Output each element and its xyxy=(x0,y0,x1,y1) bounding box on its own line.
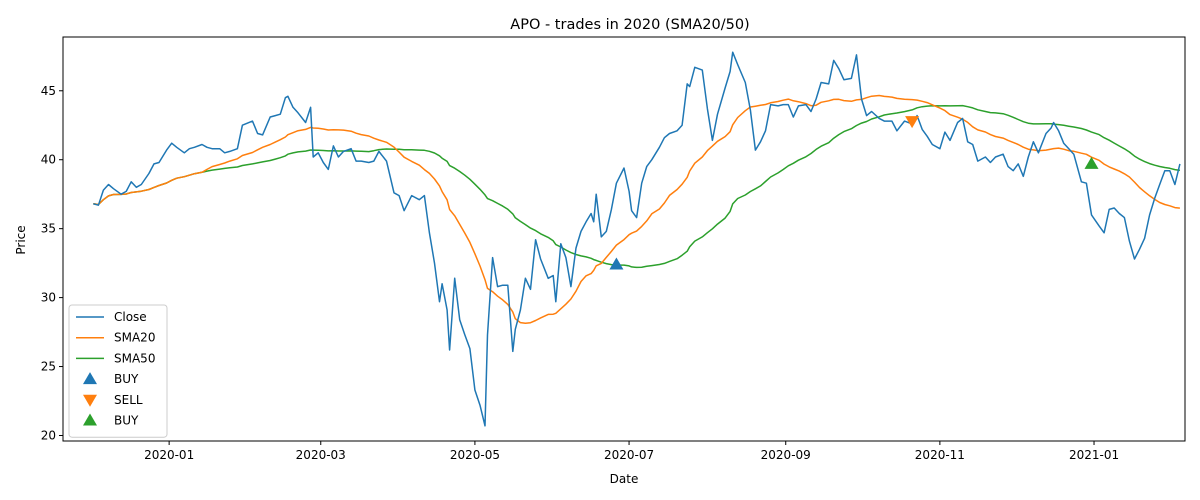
legend-swatch xyxy=(83,413,97,426)
buy-marker xyxy=(1084,156,1099,169)
x-tick-label: 2020-11 xyxy=(915,448,965,462)
series-sma20-line xyxy=(93,94,1180,325)
legend-label: SELL xyxy=(114,393,143,407)
legend-label: SMA50 xyxy=(114,351,155,365)
series-sma50-line xyxy=(93,104,1181,269)
plot-area xyxy=(93,51,1181,427)
legend-label: SMA20 xyxy=(114,331,155,345)
y-tick-label: 35 xyxy=(41,222,56,236)
legend-label: BUY xyxy=(114,414,139,428)
x-axis-label: Date xyxy=(610,472,639,486)
series-close-line xyxy=(93,51,1181,427)
legend-label: BUY xyxy=(114,372,139,386)
legend-swatch xyxy=(83,372,97,385)
x-tick-label: 2020-07 xyxy=(604,448,654,462)
x-axis: 2020-01 2020-03 2020-05 2020-07 2020-09 2020-… xyxy=(144,441,1119,462)
y-tick-label: 20 xyxy=(41,428,56,442)
legend-swatch xyxy=(83,394,97,407)
buy-marker xyxy=(609,257,624,270)
y-tick-label: 40 xyxy=(41,153,56,167)
y-tick-label: 45 xyxy=(41,84,56,98)
x-tick-label: 2020-01 xyxy=(144,448,194,462)
plot-frame xyxy=(62,36,1186,442)
y-axis: 20 25 30 35 40 45 xyxy=(41,84,63,442)
y-tick-label: 25 xyxy=(41,360,56,374)
x-tick-label: 2020-03 xyxy=(296,448,346,462)
legend: Close SMA20 SMA50 BUY SELL BUY xyxy=(68,304,168,438)
y-axis-label: Price xyxy=(14,225,28,254)
legend-label: Close xyxy=(114,310,147,324)
x-tick-label: 2021-01 xyxy=(1069,448,1119,462)
sell-marker xyxy=(905,116,920,129)
x-tick-label: 2020-09 xyxy=(761,448,811,462)
chart-title: APO - trades in 2020 (SMA20/50) xyxy=(510,17,749,33)
y-tick-label: 30 xyxy=(41,291,56,305)
x-tick-label: 2020-05 xyxy=(450,448,500,462)
